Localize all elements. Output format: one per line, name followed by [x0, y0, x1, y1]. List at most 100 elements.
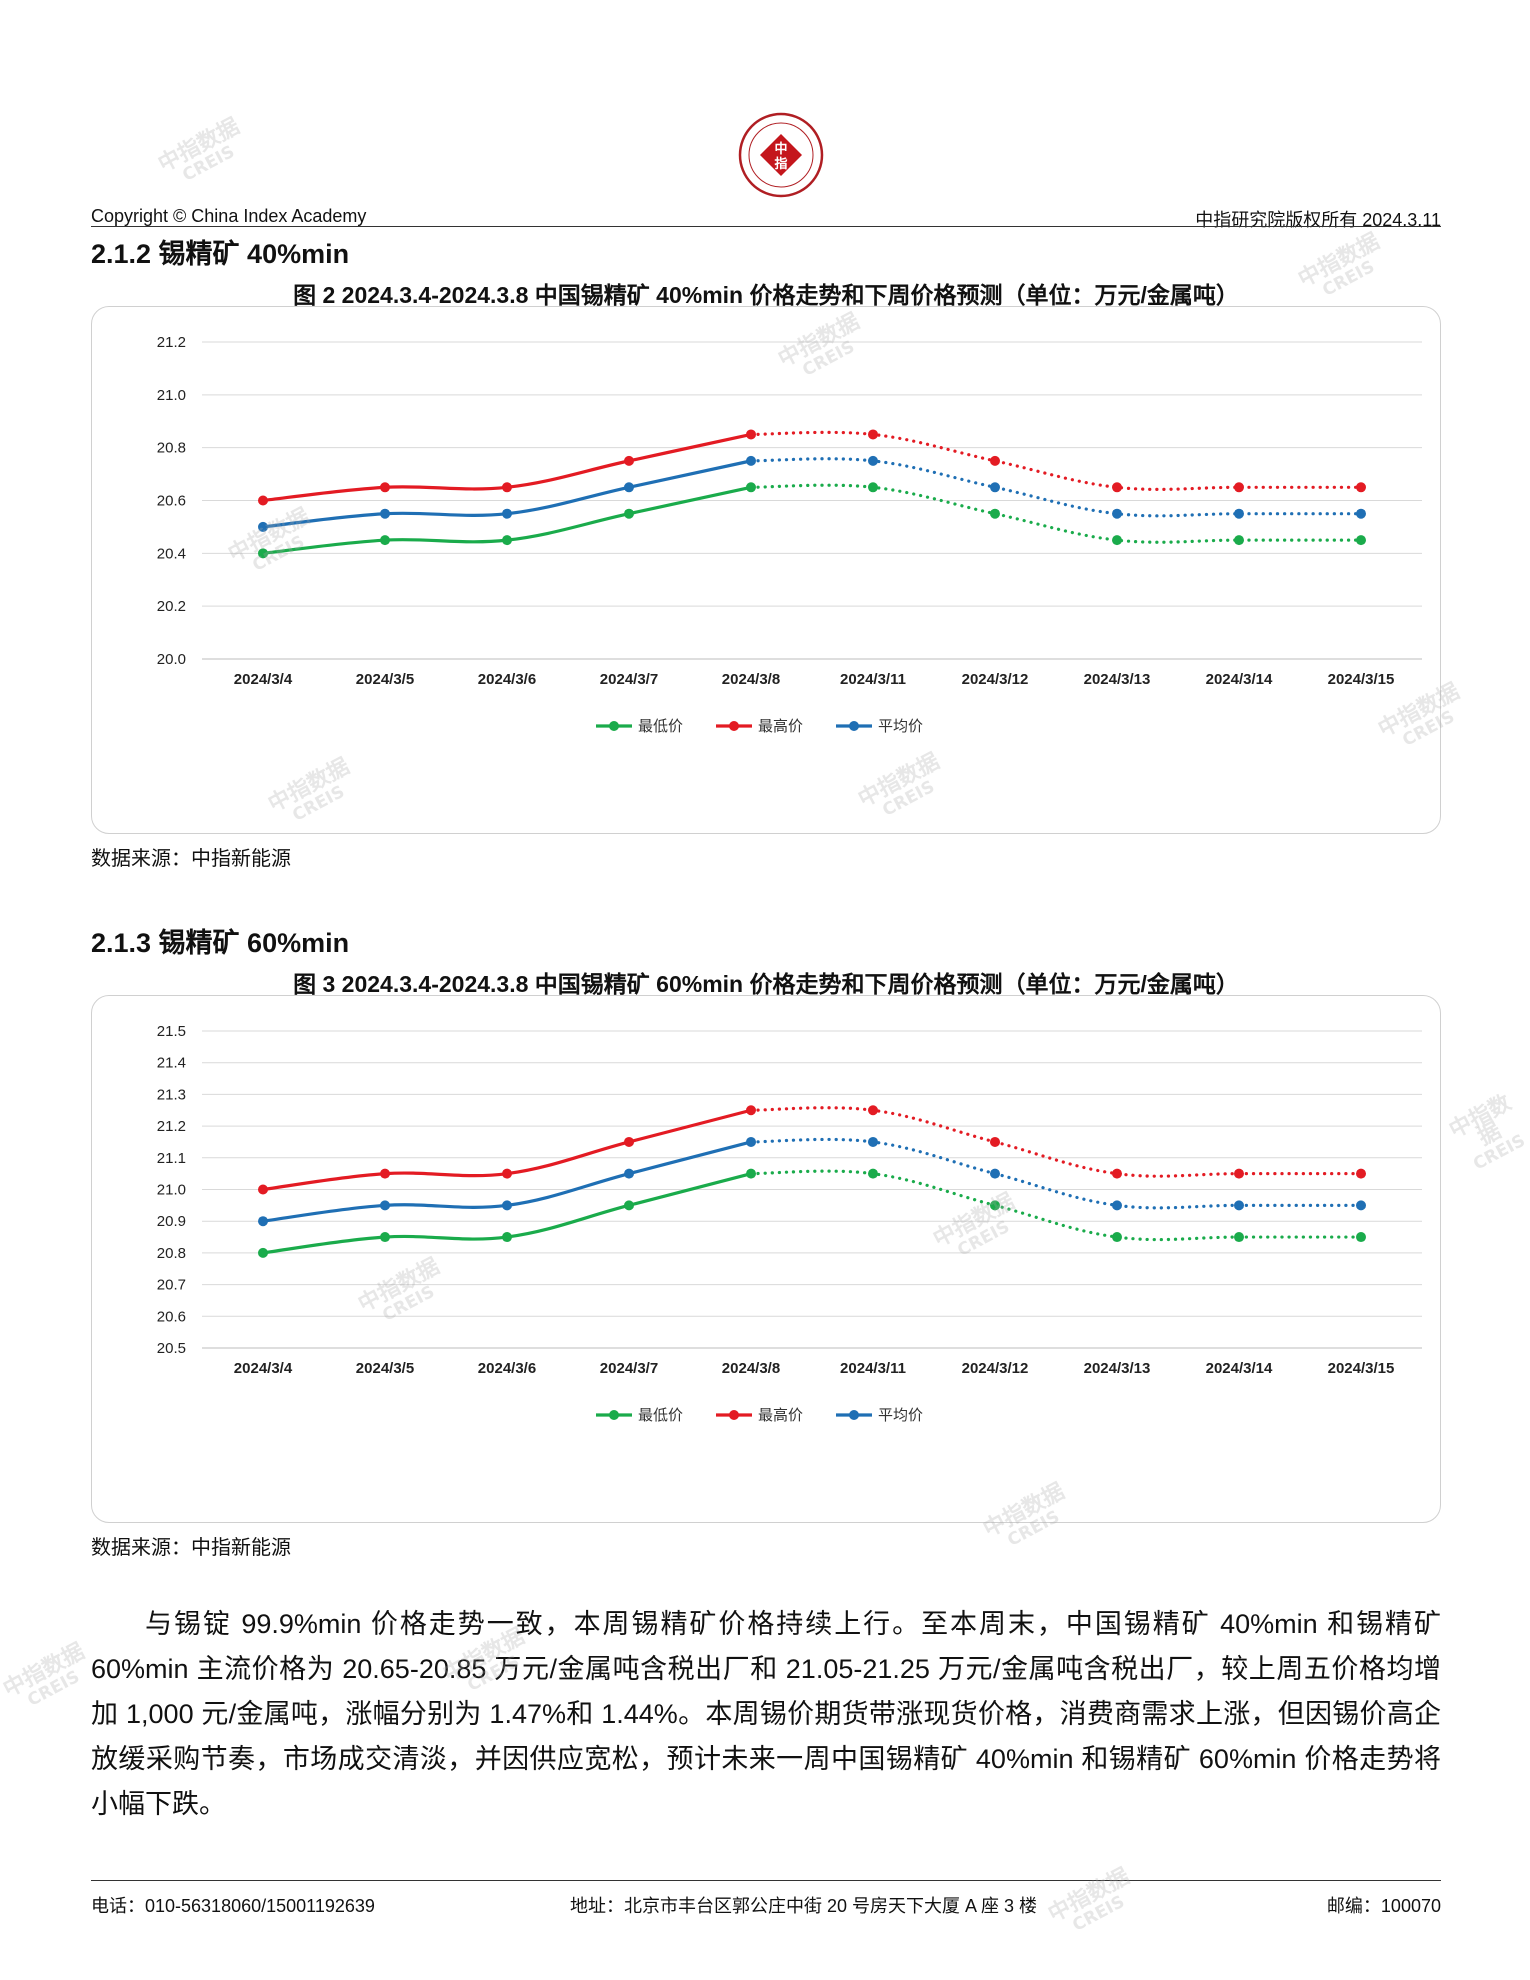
legend-label: 最高价 [758, 718, 803, 735]
y-tick-label: 20.8 [157, 440, 186, 457]
data-point [258, 1216, 268, 1227]
data-point [380, 1232, 390, 1243]
data-point [868, 455, 878, 466]
data-point [1234, 1200, 1244, 1211]
data-point [624, 1136, 634, 1147]
legend-swatch-marker [609, 721, 619, 731]
y-tick-label: 21.2 [157, 1118, 186, 1135]
data-point [1234, 1168, 1244, 1179]
data-point [746, 482, 756, 493]
x-tick-label: 2024/3/11 [840, 671, 906, 688]
data-point [258, 1184, 268, 1195]
x-tick-label: 2024/3/13 [1084, 671, 1151, 688]
data-point [990, 508, 1000, 519]
x-tick-label: 2024/3/15 [1328, 671, 1395, 688]
x-tick-label: 2024/3/5 [356, 671, 414, 688]
legend-swatch-marker [849, 1410, 859, 1420]
x-tick-label: 2024/3/7 [600, 671, 658, 688]
chart-40min-container: 20.0 20.2 20.4 20.6 20.8 21.0 21.2 2024/3/4 2024… [91, 306, 1441, 834]
data-point [1112, 1168, 1122, 1179]
data-point [624, 455, 634, 466]
data-point [624, 1168, 634, 1179]
data-point [380, 1200, 390, 1211]
legend-label: 最高价 [758, 1407, 803, 1424]
section-heading-40min: 2.1.2 锡精矿 40%min [91, 239, 350, 269]
y-tick-label: 21.5 [157, 1023, 186, 1040]
legend-label: 平均价 [878, 1407, 923, 1424]
y-tick-label: 21.1 [157, 1150, 186, 1167]
data-point [380, 535, 390, 546]
section-heading-60min: 2.1.3 锡精矿 60%min [91, 928, 350, 958]
x-tick-label: 2024/3/15 [1328, 1360, 1395, 1377]
data-point [258, 548, 268, 559]
data-point [380, 1168, 390, 1179]
series-line-forecast [749, 483, 1363, 544]
data-point [624, 508, 634, 519]
data-point [1112, 1200, 1122, 1211]
y-tick-label: 21.0 [157, 387, 186, 404]
watermark: 中指数据 CREIS [1445, 1090, 1529, 1175]
y-tick-label: 20.9 [157, 1213, 186, 1230]
x-tick-label: 2024/3/6 [478, 671, 536, 688]
y-tick-label: 20.8 [157, 1245, 186, 1262]
legend-swatch-marker [729, 1410, 739, 1420]
data-point [380, 508, 390, 519]
data-point [868, 1168, 878, 1179]
x-tick-label: 2024/3/8 [722, 671, 780, 688]
data-point [746, 1168, 756, 1179]
series-line-forecast [749, 457, 1363, 518]
data-point [1112, 482, 1122, 493]
data-point [868, 1105, 878, 1116]
chart-60min-container: 20.5 20.6 20.7 20.8 20.9 21.0 21.1 21.2 21.3 21.4… [91, 995, 1441, 1523]
data-point [1234, 508, 1244, 519]
data-point [746, 1105, 756, 1116]
data-point [502, 508, 512, 519]
data-point [502, 482, 512, 493]
x-tick-label: 2024/3/7 [600, 1360, 658, 1377]
rights-date-text: 中指研究院版权所有 2024.3.11 [1195, 210, 1441, 230]
data-point [868, 429, 878, 440]
data-point [502, 535, 512, 546]
footer-address: 地址：北京市丰台区郭公庄中街 20 号房天下大厦 A 座 3 楼 [570, 1896, 1038, 1916]
svg-text:中: 中 [774, 141, 787, 157]
analysis-paragraph: 与锡锭 99.9%min 价格走势一致，本周锡精矿价格持续上行。至本周末，中国锡… [91, 1602, 1441, 1827]
x-tick-label: 2024/3/12 [962, 671, 1029, 688]
data-point [502, 1168, 512, 1179]
legend-swatch-marker [849, 721, 859, 731]
china-index-academy-logo: 中 指 [738, 112, 824, 198]
data-point [990, 1136, 1000, 1147]
analysis-text: 与锡锭 99.9%min 价格走势一致，本周锡精矿价格持续上行。至本周末，中国锡… [91, 1609, 1441, 1819]
data-point [1356, 1168, 1366, 1179]
data-point [1112, 535, 1122, 546]
figure-3-title: 图 3 2024.3.4-2024.3.8 中国锡精矿 60%min 价格走势和… [293, 971, 1239, 997]
footer-phone: 电话：010-56318060/15001192639 [91, 1896, 375, 1916]
x-tick-label: 2024/3/5 [356, 1360, 414, 1377]
y-tick-label: 20.6 [157, 1308, 186, 1325]
data-source-2: 数据来源：中指新能源 [91, 1537, 291, 1559]
data-point [868, 482, 878, 493]
series-line-forecast [749, 1169, 1363, 1242]
watermark: 中指数据 CREIS [1044, 1864, 1134, 1936]
series-line-forecast [749, 1137, 1363, 1210]
y-tick-label: 21.4 [157, 1055, 186, 1072]
data-point [258, 521, 268, 532]
data-point [624, 482, 634, 493]
data-point [746, 429, 756, 440]
watermark: 中指数据 CREIS [154, 114, 244, 186]
y-tick-label: 20.7 [157, 1277, 186, 1294]
data-point [1234, 482, 1244, 493]
y-tick-label: 20.2 [157, 598, 186, 615]
x-tick-label: 2024/3/12 [962, 1360, 1029, 1377]
y-tick-label: 21.2 [157, 334, 186, 351]
legend-swatch-marker [609, 1410, 619, 1420]
legend-label: 最低价 [638, 718, 683, 735]
y-tick-label: 20.6 [157, 493, 186, 510]
data-point [624, 1200, 634, 1211]
data-point [1356, 508, 1366, 519]
y-tick-label: 20.5 [157, 1340, 186, 1357]
x-tick-label: 2024/3/8 [722, 1360, 780, 1377]
x-tick-label: 2024/3/4 [234, 1360, 293, 1377]
data-point [746, 455, 756, 466]
chart-40min: 20.0 20.2 20.4 20.6 20.8 21.0 21.2 2024/3/4 2024… [157, 334, 1422, 735]
x-tick-label: 2024/3/14 [1206, 1360, 1273, 1377]
